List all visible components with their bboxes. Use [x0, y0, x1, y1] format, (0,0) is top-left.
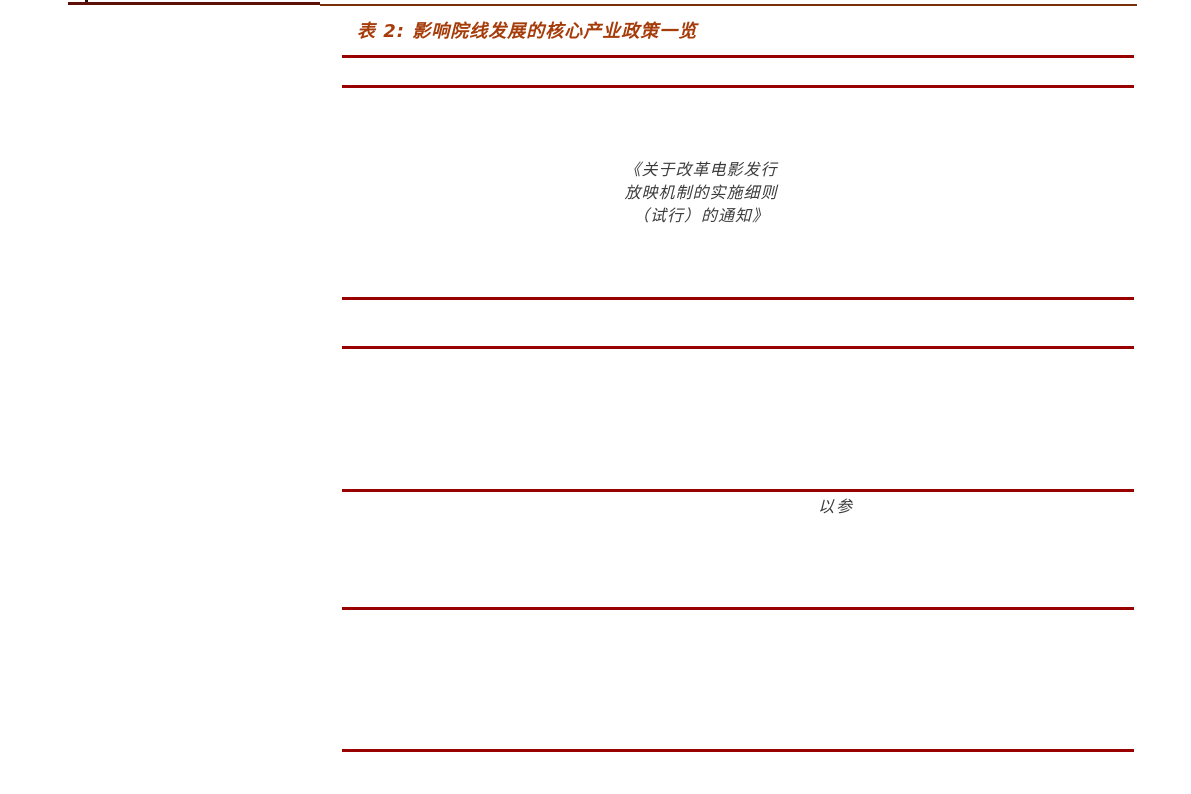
table-rule-header-bottom [342, 85, 1134, 88]
top-tab-remnant [88, 0, 317, 3]
table-title: 表 2: 影响院线发展的核心产业政策一览 [357, 21, 698, 42]
top-rule-right [320, 3, 1137, 6]
policy-name-cell: 《关于改革电影发行 放映机制的实施细则 （试行）的通知》 [560, 158, 842, 227]
top-rule-left [68, 2, 320, 5]
table-rule-row4-bottom [342, 607, 1134, 610]
policy-name-line: 放映机制的实施细则 [624, 183, 778, 202]
table-rule-row1-bottom [342, 297, 1134, 300]
table-rule-bottom [342, 749, 1134, 752]
table-rule-top [342, 55, 1134, 58]
policy-name-line: （试行）的通知》 [632, 206, 769, 225]
tab-edge-mark [85, 0, 88, 3]
table-rule-row2-bottom [342, 346, 1134, 349]
table-rule-row3-bottom [342, 489, 1134, 492]
table-text-fragment: 以参 [818, 497, 855, 516]
policy-name-line: 《关于改革电影发行 [624, 160, 778, 179]
